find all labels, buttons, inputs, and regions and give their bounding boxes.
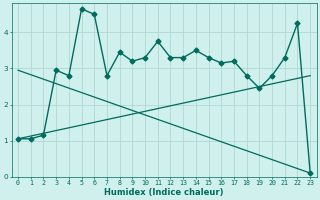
X-axis label: Humidex (Indice chaleur): Humidex (Indice chaleur): [104, 188, 224, 197]
